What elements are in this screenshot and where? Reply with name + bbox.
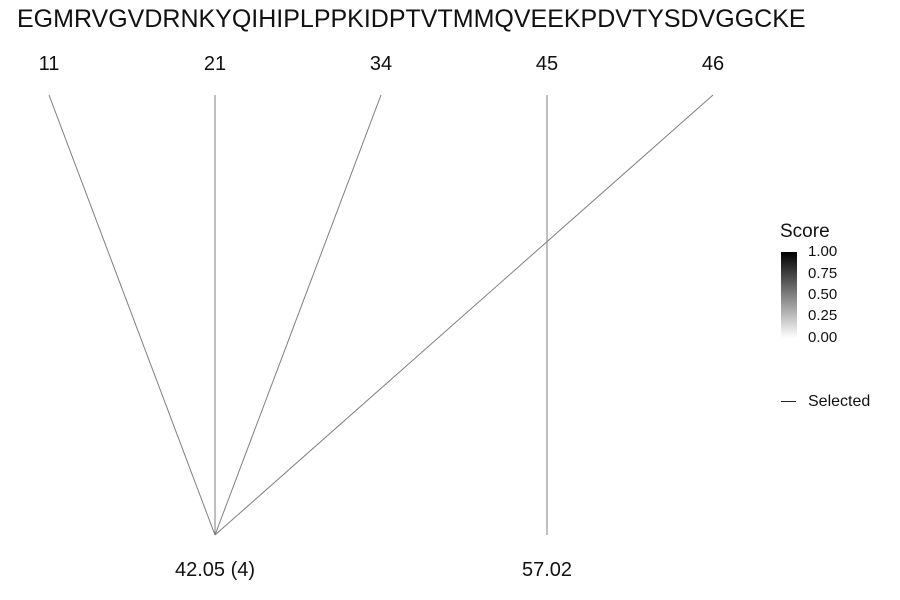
- legend-tick-0-50: 0.50: [808, 286, 838, 303]
- legend-title: Score: [780, 221, 830, 242]
- score-gradient-bar: [781, 252, 797, 338]
- connection-line-34: [214, 94, 382, 536]
- connection-line-46: [214, 94, 714, 536]
- legend-tick-0-25: 0.25: [808, 307, 838, 324]
- protein-sequence: EGMRVGVDRNKYQIHIPLPPKIDPTVTMMQVEEKPDVTYS…: [17, 5, 806, 33]
- top-label-21: 21: [203, 53, 227, 75]
- bottom-label-57-02: 57.02: [521, 559, 573, 581]
- legend-selected-label: Selected: [808, 393, 871, 410]
- top-label-45: 45: [535, 53, 559, 75]
- top-label-34: 34: [369, 53, 393, 75]
- legend-tick-0-00: 0.00: [808, 329, 838, 346]
- legend-tick-0-75: 0.75: [808, 265, 838, 282]
- connection-line-11: [48, 94, 216, 536]
- selected-line-swatch: [781, 401, 796, 402]
- bottom-label-42-05: 42.05 (4): [174, 559, 256, 581]
- top-label-11: 11: [38, 53, 60, 75]
- legend-tick-1-00: 1.00: [808, 243, 838, 260]
- top-label-46: 46: [701, 53, 725, 75]
